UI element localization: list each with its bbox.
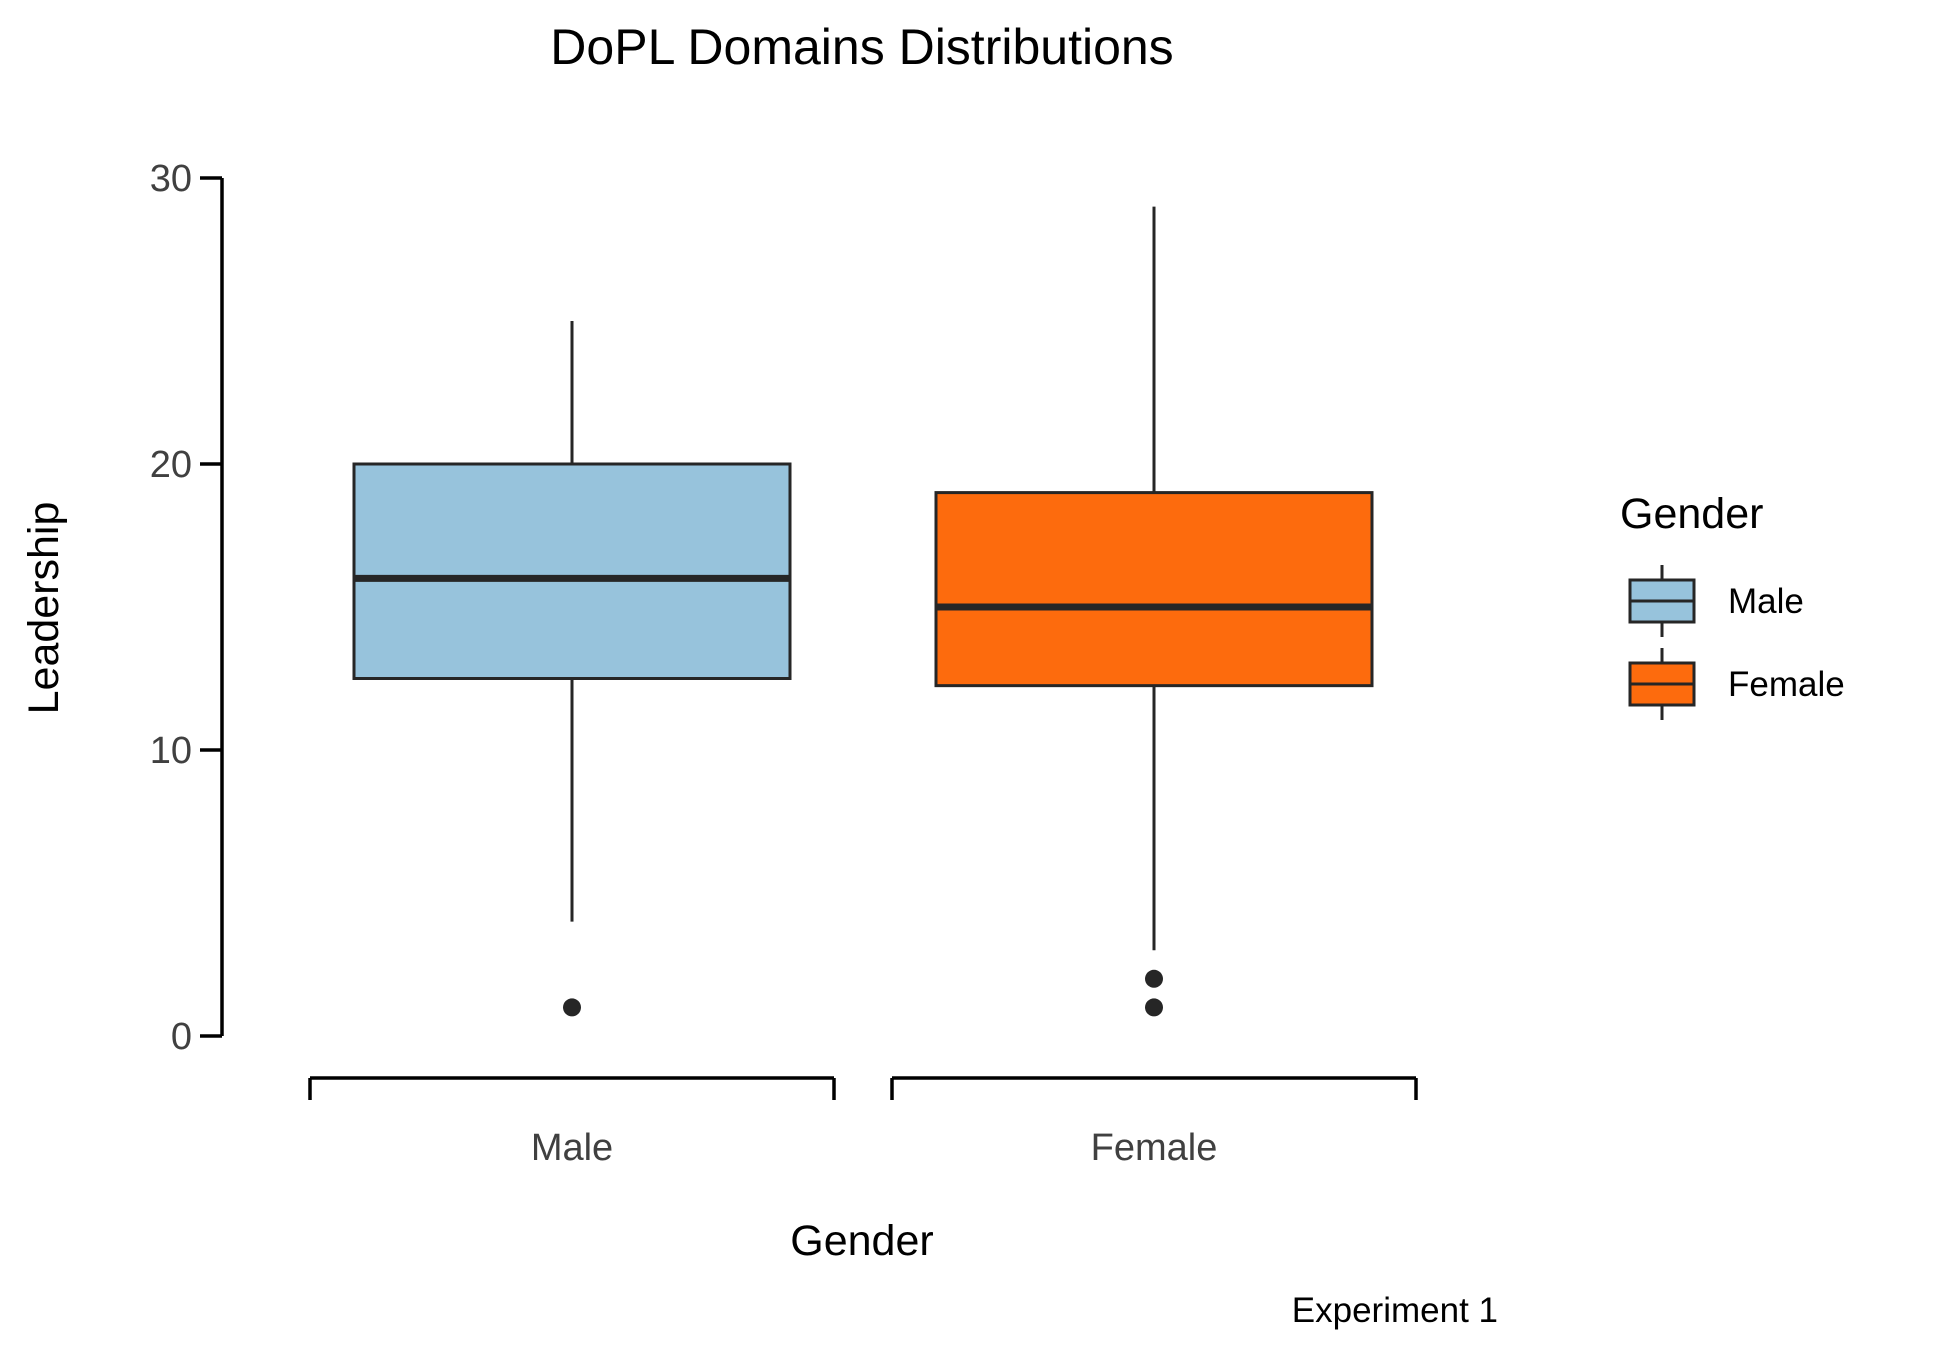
y-tick-label: 10 [150,730,192,772]
legend: Gender Male Female [1620,490,1845,720]
legend-label: Male [1728,582,1804,621]
x-tick-label: Female [1091,1127,1218,1169]
legend-label: Female [1728,665,1845,704]
outlier-point [1145,998,1163,1017]
box-female [934,206,1374,1017]
legend-title: Gender [1620,490,1763,538]
y-tick-label: 20 [150,444,192,486]
plot-area [352,206,1374,1017]
x-tick-label: Male [531,1127,613,1169]
y-tick-label: 30 [150,158,192,200]
x-axis: Male Female [308,1076,1418,1169]
y-tick-label: 0 [171,1016,192,1058]
y-axis: 0 10 20 30 [150,158,224,1058]
outlier-point [563,998,581,1017]
chart-title: DoPL Domains Distributions [550,19,1173,75]
caption: Experiment 1 [1292,1291,1498,1330]
outlier-point [1145,969,1163,988]
box-male [352,321,792,1017]
x-axis-title: Gender [790,1217,933,1265]
iqr-box [352,462,792,680]
legend-item-female: Female [1628,648,1845,720]
legend-item-male: Male [1628,565,1804,637]
iqr-box [934,491,1374,688]
y-axis-title: Leadership [20,502,68,715]
